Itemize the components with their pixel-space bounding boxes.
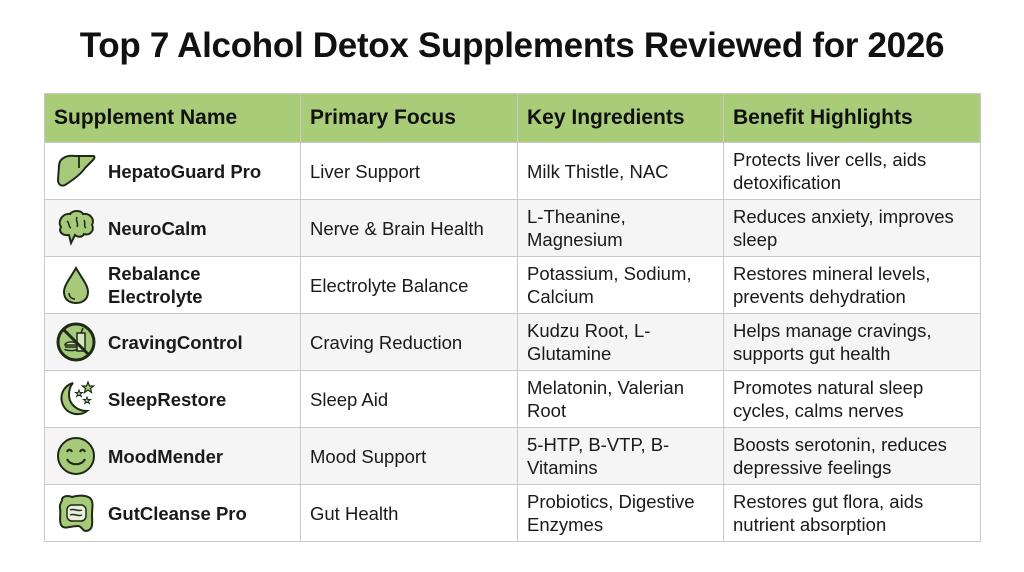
benefit-highlights-cell: Protects liver cells, aids detoxificatio…: [723, 142, 981, 200]
table-row: GutCleanse Pro Gut Health Probiotics, Di…: [44, 484, 981, 542]
liver-icon: [54, 149, 98, 193]
supplement-name: Rebalance Electrolyte: [108, 263, 203, 307]
benefit-highlights-cell: Boosts serotonin, reduces depressive fee…: [723, 427, 981, 485]
benefit-highlights-cell: Reduces anxiety, improves sleep: [723, 199, 981, 257]
table-row: NeuroCalm Nerve & Brain Health L-Theanin…: [44, 199, 981, 257]
key-ingredients-cell: L-Theanine, Magnesium: [517, 199, 724, 257]
key-ingredients-cell: 5-HTP, B-VTP, B-Vitamins: [517, 427, 724, 485]
supplement-name: HepatoGuard Pro: [108, 160, 262, 182]
table-row: CravingControl Craving Reduction Kudzu R…: [44, 313, 981, 371]
benefit-highlights-cell: Restores gut flora, aids nutrient absorp…: [723, 484, 981, 542]
key-ingredients-cell: Milk Thistle, NAC: [517, 142, 724, 200]
supplement-name: MoodMender: [108, 445, 224, 467]
header-supplement-name: Supplement Name: [44, 93, 301, 143]
key-ingredients-cell: Kudzu Root, L-Glutamine: [517, 313, 724, 371]
key-ingredients-cell: Melatonin, Valerian Root: [517, 370, 724, 428]
benefit-highlights-cell: Helps manage cravings, supports gut heal…: [723, 313, 981, 371]
supplement-name: NeuroCalm: [108, 217, 207, 239]
smiley-icon: [54, 434, 98, 478]
table-row: Rebalance Electrolyte Electrolyte Balanc…: [44, 256, 981, 314]
droplet-icon: [54, 263, 98, 307]
supplement-name-cell: CravingControl: [44, 313, 301, 371]
table-header-row: Supplement Name Primary Focus Key Ingred…: [44, 93, 981, 143]
primary-focus-cell: Liver Support: [300, 142, 518, 200]
primary-focus-cell: Mood Support: [300, 427, 518, 485]
supplement-name: GutCleanse Pro: [108, 502, 247, 524]
supplement-name-cell: MoodMender: [44, 427, 301, 485]
supplement-name: CravingControl: [108, 331, 243, 353]
header-key-ingredients: Key Ingredients: [517, 93, 724, 143]
key-ingredients-cell: Potassium, Sodium, Calcium: [517, 256, 724, 314]
benefit-highlights-cell: Restores mineral levels, prevents dehydr…: [723, 256, 981, 314]
moon-stars-icon: [54, 377, 98, 421]
primary-focus-cell: Electrolyte Balance: [300, 256, 518, 314]
supplement-name-cell: SleepRestore: [44, 370, 301, 428]
supplements-table: Supplement Name Primary Focus Key Ingred…: [44, 93, 981, 542]
key-ingredients-cell: Probiotics, Digestive Enzymes: [517, 484, 724, 542]
table-row: HepatoGuard Pro Liver Support Milk Thist…: [44, 142, 981, 200]
primary-focus-cell: Sleep Aid: [300, 370, 518, 428]
header-primary-focus: Primary Focus: [300, 93, 518, 143]
benefit-highlights-cell: Promotes natural sleep cycles, calms ner…: [723, 370, 981, 428]
primary-focus-cell: Nerve & Brain Health: [300, 199, 518, 257]
no-junk-food-icon: [54, 320, 98, 364]
supplement-name-cell: HepatoGuard Pro: [44, 142, 301, 200]
supplement-name-cell: GutCleanse Pro: [44, 484, 301, 542]
intestine-icon: [54, 491, 98, 535]
supplement-name-cell: NeuroCalm: [44, 199, 301, 257]
table-row: SleepRestore Sleep Aid Melatonin, Valeri…: [44, 370, 981, 428]
primary-focus-cell: Craving Reduction: [300, 313, 518, 371]
table-row: MoodMender Mood Support 5-HTP, B-VTP, B-…: [44, 427, 981, 485]
page-title: Top 7 Alcohol Detox Supplements Reviewed…: [79, 26, 945, 65]
header-benefit-highlights: Benefit Highlights: [723, 93, 981, 143]
primary-focus-cell: Gut Health: [300, 484, 518, 542]
supplement-name: SleepRestore: [108, 388, 227, 410]
brain-icon: [54, 206, 98, 250]
supplement-name-cell: Rebalance Electrolyte: [44, 256, 301, 314]
